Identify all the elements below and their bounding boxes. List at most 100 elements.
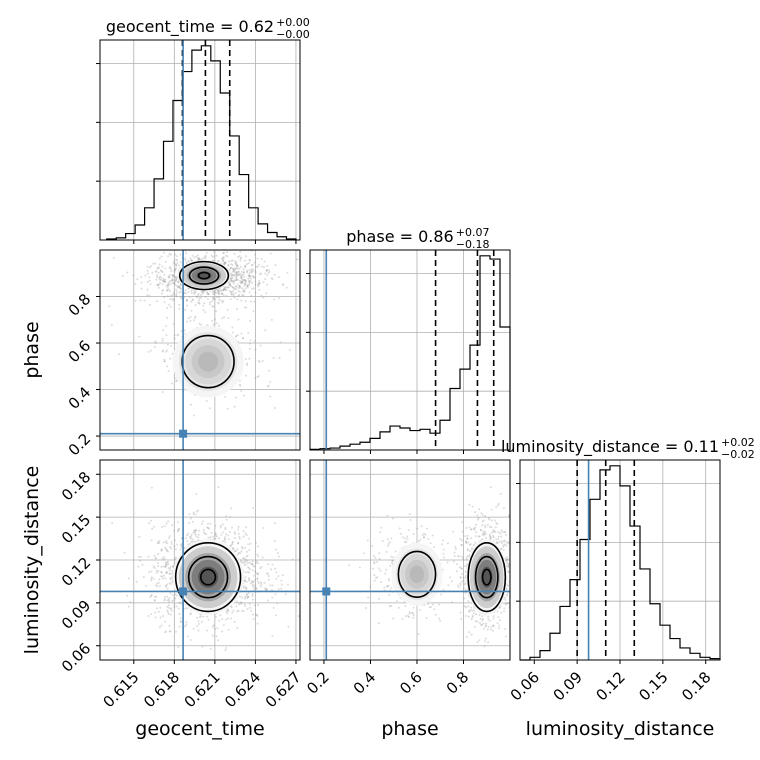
sample-point bbox=[210, 531, 213, 534]
contour-line bbox=[397, 550, 437, 598]
sample-point bbox=[153, 595, 156, 598]
sample-point bbox=[240, 276, 243, 279]
contour-line bbox=[188, 266, 220, 285]
sample-point bbox=[254, 376, 257, 379]
sample-point bbox=[259, 344, 262, 347]
sample-point bbox=[470, 528, 473, 531]
sample-point bbox=[231, 264, 234, 267]
sample-point bbox=[377, 567, 380, 570]
sample-point bbox=[185, 252, 188, 255]
sample-point bbox=[242, 557, 245, 560]
sample-point bbox=[191, 520, 194, 523]
sample-point bbox=[149, 283, 152, 286]
sample-point bbox=[250, 271, 253, 274]
sample-point bbox=[235, 600, 238, 603]
sample-point bbox=[197, 292, 200, 295]
sample-point bbox=[168, 600, 171, 603]
sample-point bbox=[235, 261, 238, 264]
sample-point bbox=[504, 598, 507, 601]
sample-point bbox=[265, 269, 268, 272]
sample-point bbox=[471, 505, 474, 508]
sample-point bbox=[150, 486, 153, 489]
sample-point bbox=[200, 294, 203, 297]
sample-point bbox=[269, 584, 272, 587]
sample-point bbox=[235, 271, 238, 274]
sample-point bbox=[168, 569, 171, 572]
sample-point bbox=[511, 531, 513, 533]
sample-point bbox=[248, 602, 251, 605]
sample-point bbox=[231, 259, 234, 262]
sample-point bbox=[238, 294, 241, 297]
sample-point bbox=[467, 541, 470, 544]
sample-point bbox=[254, 586, 257, 589]
sample-point bbox=[496, 541, 499, 544]
sample-point bbox=[140, 287, 143, 290]
sample-point bbox=[463, 583, 466, 586]
sample-point bbox=[230, 277, 233, 280]
sample-point bbox=[268, 270, 271, 273]
sample-point bbox=[463, 587, 466, 590]
sample-point bbox=[237, 532, 240, 535]
sample-point bbox=[166, 609, 169, 612]
sample-point bbox=[229, 284, 232, 287]
sample-point bbox=[231, 280, 234, 283]
x-tick-label: 0.618 bbox=[140, 668, 183, 711]
sample-point bbox=[166, 284, 169, 287]
sample-point bbox=[254, 270, 257, 273]
sample-point bbox=[127, 577, 130, 580]
sample-point bbox=[251, 563, 254, 566]
sample-point bbox=[179, 548, 182, 551]
sample-point bbox=[505, 635, 508, 638]
sample-point bbox=[164, 571, 167, 574]
sample-point bbox=[507, 602, 510, 605]
sample-point bbox=[233, 279, 236, 282]
sample-point bbox=[242, 529, 245, 532]
sample-point bbox=[267, 369, 270, 372]
sample-point bbox=[380, 581, 383, 584]
title-lower-error: −0.18 bbox=[456, 238, 490, 251]
sample-point bbox=[168, 630, 171, 633]
sample-point bbox=[184, 257, 187, 260]
sample-point bbox=[176, 286, 179, 289]
sample-point bbox=[249, 277, 252, 280]
sample-point bbox=[171, 569, 174, 572]
sample-point bbox=[129, 600, 132, 603]
sample-point bbox=[216, 627, 219, 630]
sample-point bbox=[150, 576, 153, 579]
sample-point bbox=[195, 529, 198, 532]
sample-point bbox=[249, 319, 252, 322]
sample-point bbox=[240, 294, 243, 297]
sample-point bbox=[236, 267, 239, 270]
sample-point bbox=[179, 253, 182, 256]
sample-point bbox=[236, 627, 239, 630]
sample-point bbox=[401, 536, 404, 539]
sample-point bbox=[374, 577, 377, 580]
sample-point bbox=[154, 262, 157, 265]
sample-point bbox=[233, 270, 236, 273]
sample-point bbox=[187, 543, 190, 546]
sample-point bbox=[485, 536, 488, 539]
sample-point bbox=[223, 316, 226, 319]
sample-point bbox=[243, 278, 246, 281]
y-tick-label: 0.8 bbox=[65, 290, 95, 320]
sample-point bbox=[515, 525, 517, 527]
sample-point bbox=[187, 259, 190, 262]
sample-point bbox=[155, 300, 158, 303]
sample-point bbox=[273, 273, 276, 276]
sample-point bbox=[221, 523, 224, 526]
sample-point bbox=[390, 537, 393, 540]
sample-point bbox=[404, 604, 407, 607]
sample-point bbox=[161, 350, 164, 353]
sample-point bbox=[513, 582, 515, 584]
sample-point bbox=[427, 603, 430, 606]
sample-point bbox=[497, 502, 500, 505]
sample-point bbox=[204, 311, 207, 314]
sample-point bbox=[241, 278, 244, 281]
sample-point bbox=[387, 577, 390, 580]
sample-point bbox=[126, 594, 129, 597]
sample-point bbox=[227, 628, 230, 631]
sample-point bbox=[271, 563, 274, 566]
sample-point bbox=[147, 350, 150, 353]
sample-point bbox=[246, 608, 249, 611]
sample-point bbox=[180, 544, 183, 547]
